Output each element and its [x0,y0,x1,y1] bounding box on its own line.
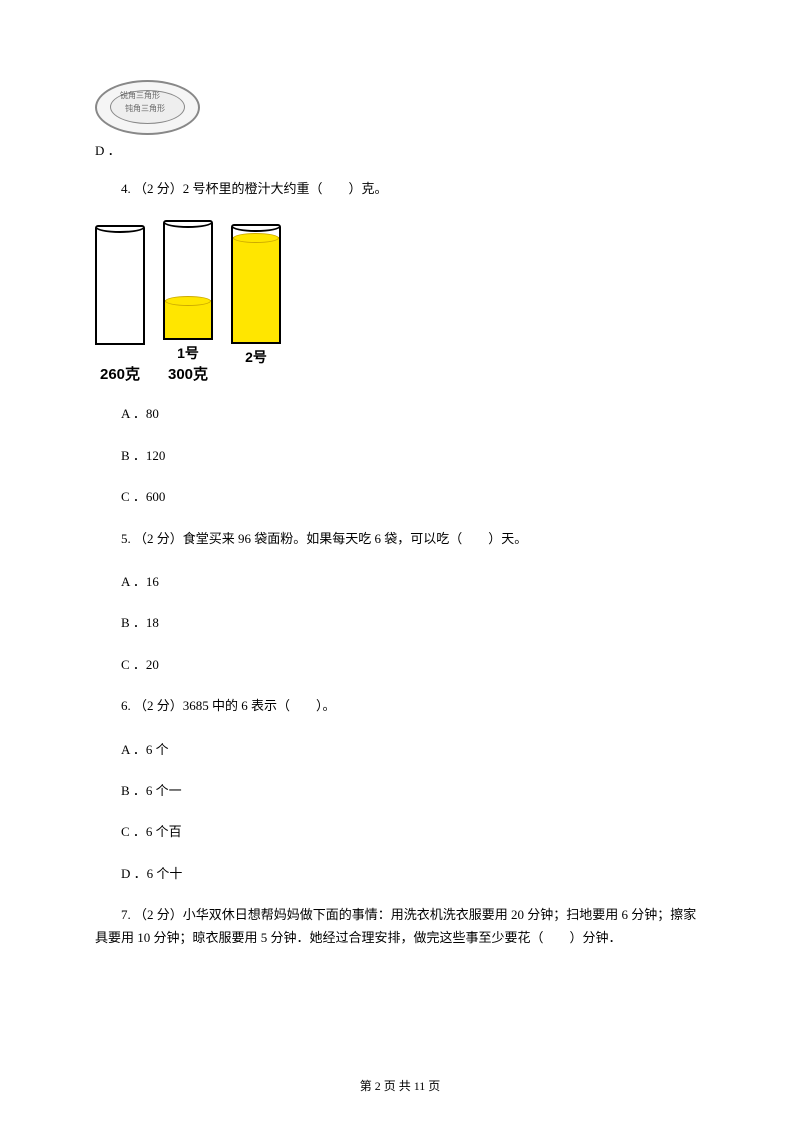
q4-option-b: B ．120 [95,444,705,467]
cup-2-weight: 300克 [168,363,208,384]
q6-option-a: A ．6 个 [95,738,705,761]
cups-illustration: 260克 1号 300克 2号 [95,220,705,384]
cup-1-weight: 260克 [100,363,140,384]
cup-3-group: 2号 [231,224,281,384]
q5-option-a: A ．16 [95,570,705,593]
question-6: 6. （2 分）3685 中的 6 表示（ ）。 [95,694,705,717]
cup-3-label: 2号 [245,347,267,367]
q6-option-d: D ．6 个十 [95,862,705,885]
q5-option-c: C ．20 [95,653,705,676]
page-footer: 第 2 页 共 11 页 [0,1077,800,1094]
option-d-stamp-image: 锐角三角形 钝角三角形 [95,80,705,135]
stamp-text-1: 锐角三角形 [120,90,160,101]
cup-2 [163,220,213,340]
cup-2-group: 1号 300克 [163,220,213,384]
stamp-text-2: 钝角三角形 [125,103,165,114]
q6-option-c: C ．6 个百 [95,820,705,843]
cup-3 [231,224,281,344]
question-5: 5. （2 分）食堂买来 96 袋面粉。如果每天吃 6 袋，可以吃（ ）天。 [95,527,705,550]
cup-2-label: 1号 [177,343,199,363]
q4-option-c: C ．600 [95,485,705,508]
q5-option-b: B ．18 [95,611,705,634]
cup-1-group: 260克 [95,225,145,384]
cup-1 [95,225,145,345]
q6-option-b: B ．6 个一 [95,779,705,802]
q4-option-a: A ．80 [95,402,705,425]
stamp-icon: 锐角三角形 钝角三角形 [95,80,200,135]
question-7: 7. （2 分）小华双休日想帮妈妈做下面的事情：用洗衣机洗衣服要用 20 分钟；… [95,903,705,950]
question-4: 4. （2 分）2 号杯里的橙汁大约重（ ）克。 [95,177,705,200]
option-d-label: D ． [95,140,705,159]
